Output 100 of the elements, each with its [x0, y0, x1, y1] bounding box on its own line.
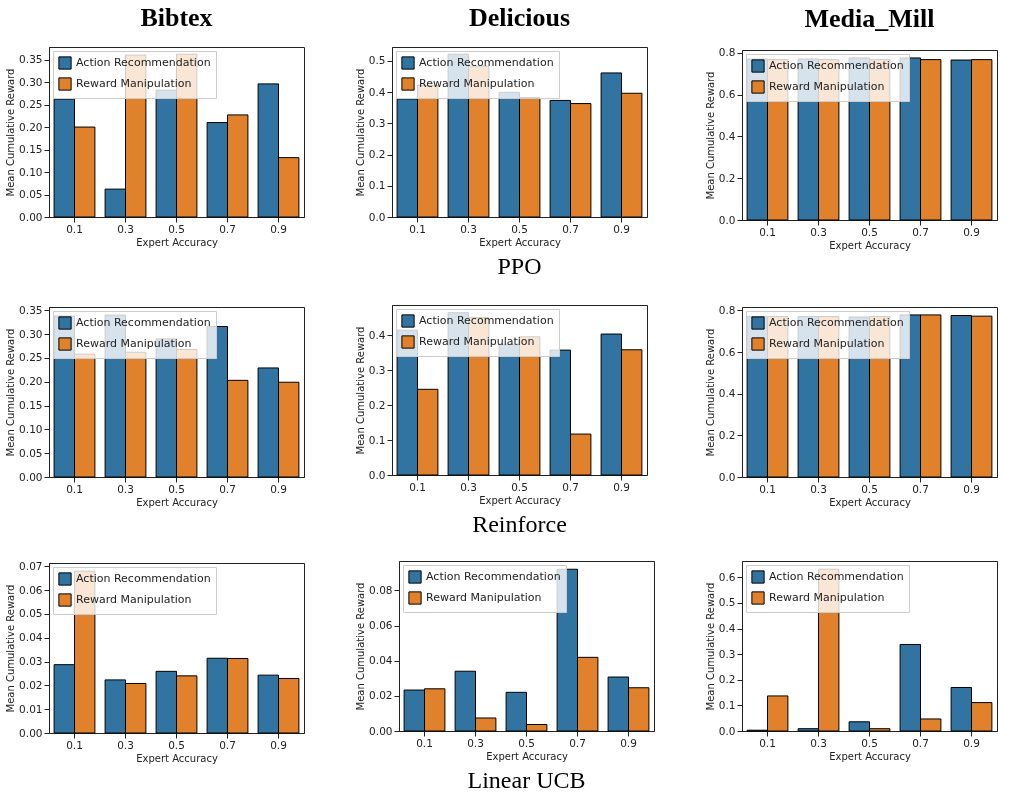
y-tick-label: 0.03 — [19, 655, 43, 668]
x-tick-label: 0.7 — [569, 736, 586, 749]
y-tick-label: 0.15 — [19, 143, 43, 156]
x-tick-label: 0.7 — [912, 736, 929, 749]
y-tick-label: 0.0 — [718, 470, 736, 483]
y-tick-label: 0.08 — [369, 583, 393, 596]
y-tick-label: 0.0 — [718, 724, 736, 737]
y-tick-label: 0.00 — [369, 724, 393, 737]
y-tick-label: 0.2 — [718, 171, 736, 184]
x-tick-label: 0.5 — [861, 482, 878, 495]
y-tick-label: 0.02 — [19, 678, 43, 691]
x-tick-label: 0.1 — [416, 736, 433, 749]
y-tick-label: 0.6 — [718, 88, 736, 101]
legend-label: Reward Manipulation — [769, 80, 885, 93]
x-tick-label: 0.5 — [861, 225, 878, 238]
x-tick-label: 0.3 — [117, 482, 134, 495]
x-tick-label: 0.5 — [511, 480, 528, 493]
y-tick-label: 0.4 — [368, 85, 386, 98]
x-tick-label: 0.7 — [912, 225, 929, 238]
x-tick-label: 0.3 — [117, 222, 134, 235]
y-tick-label: 0.5 — [718, 596, 736, 609]
x-tick-label: 0.3 — [810, 482, 827, 495]
x-tick-label: 0.5 — [511, 222, 528, 235]
chart-title: Delicious — [468, 3, 571, 32]
x-tick-label: 0.5 — [518, 736, 535, 749]
y-tick-label: 0.0 — [368, 468, 386, 481]
y-axis-title: Mean Cumulative Reward — [354, 68, 366, 197]
x-tick-label: 0.1 — [759, 482, 776, 495]
y-tick-label: 0.30 — [19, 75, 43, 88]
x-tick-label: 0.3 — [810, 736, 827, 749]
y-tick-label: 0.04 — [369, 654, 393, 667]
legend-label: Action Recommendation — [419, 314, 554, 327]
y-tick-label: 0.00 — [19, 210, 43, 223]
x-tick-label: 0.1 — [759, 736, 776, 749]
y-tick-label: 0.02 — [369, 689, 393, 702]
y-tick-label: 0.05 — [19, 446, 43, 459]
x-tick-label: 0.9 — [613, 480, 630, 493]
x-tick-label: 0.9 — [270, 482, 287, 495]
y-tick-label: 0.4 — [718, 129, 736, 142]
x-tick-label: 0.7 — [219, 482, 236, 495]
chart-title: Media_Mill — [804, 3, 935, 33]
x-axis-title: Expert Accuracy — [829, 497, 911, 508]
x-axis-title: Expert Accuracy — [829, 240, 911, 251]
y-tick-label: 0.3 — [368, 116, 386, 129]
y-tick-label: 0.3 — [718, 647, 736, 660]
x-tick-label: 0.3 — [460, 480, 477, 493]
x-tick-label: 0.7 — [562, 480, 579, 493]
legend-label: Reward Manipulation — [419, 335, 535, 348]
y-tick-label: 0.2 — [718, 428, 736, 441]
y-tick-label: 0.0 — [718, 213, 736, 226]
x-tick-label: 0.7 — [219, 738, 236, 751]
y-tick-label: 0.2 — [368, 398, 386, 411]
x-tick-label: 0.9 — [963, 736, 980, 749]
y-tick-label: 0.4 — [718, 622, 736, 635]
x-tick-label: 0.7 — [219, 222, 236, 235]
y-tick-label: 0.06 — [369, 619, 393, 632]
legend-label: Action Recommendation — [76, 56, 211, 69]
x-tick-label: 0.1 — [66, 482, 83, 495]
y-tick-label: 0.2 — [368, 148, 386, 160]
y-tick-label: 0.35 — [19, 53, 43, 66]
x-tick-label: 0.1 — [409, 480, 426, 493]
y-tick-label: 0.05 — [19, 607, 43, 620]
text: PPO — [497, 253, 542, 279]
y-tick-label: 0.00 — [19, 726, 43, 739]
x-axis-title: Expert Accuracy — [136, 497, 218, 508]
text: Linear UCB — [467, 767, 586, 793]
x-tick-label: 0.9 — [270, 738, 287, 751]
x-tick-label: 0.7 — [912, 482, 929, 495]
y-axis-title: Mean Cumulative Reward — [354, 326, 366, 455]
y-tick-label: 0.3 — [368, 363, 386, 376]
x-tick-label: 0.3 — [117, 738, 134, 751]
x-tick-label: 0.3 — [810, 225, 827, 238]
y-axis-title: Mean Cumulative Reward — [704, 328, 716, 457]
y-tick-label: 0.10 — [19, 165, 43, 178]
y-tick-label: 0.01 — [19, 702, 43, 715]
x-axis-title: Expert Accuracy — [486, 751, 568, 762]
legend-label: Reward Manipulation — [426, 591, 542, 604]
y-tick-label: 0.20 — [19, 375, 43, 388]
x-tick-label: 0.5 — [861, 736, 878, 749]
legend-label: Action Recommendation — [769, 59, 904, 72]
text: Reinforce — [472, 511, 567, 537]
y-axis-title: Mean Cumulative Reward — [704, 582, 716, 711]
x-tick-label: 0.5 — [168, 482, 185, 495]
x-tick-label: 0.1 — [409, 222, 426, 235]
chart-title: Bibtex — [140, 3, 213, 32]
y-tick-label: 0.06 — [19, 583, 43, 596]
legend-label: Action Recommendation — [419, 56, 554, 69]
y-tick-label: 0.07 — [19, 559, 43, 572]
y-tick-label: 0.6 — [718, 345, 736, 358]
legend-label: Reward Manipulation — [769, 337, 885, 350]
y-tick-label: 0.6 — [718, 570, 736, 583]
legend-label: Action Recommendation — [769, 570, 904, 583]
y-tick-label: 0.25 — [19, 98, 43, 111]
x-tick-label: 0.9 — [963, 482, 980, 495]
legend-label: Reward Manipulation — [76, 337, 192, 350]
y-tick-label: 0.8 — [718, 303, 736, 316]
y-tick-label: 0.1 — [368, 433, 386, 446]
x-axis-title: Expert Accuracy — [136, 237, 218, 248]
x-tick-label: 0.1 — [759, 225, 776, 238]
x-tick-label: 0.3 — [467, 736, 484, 749]
